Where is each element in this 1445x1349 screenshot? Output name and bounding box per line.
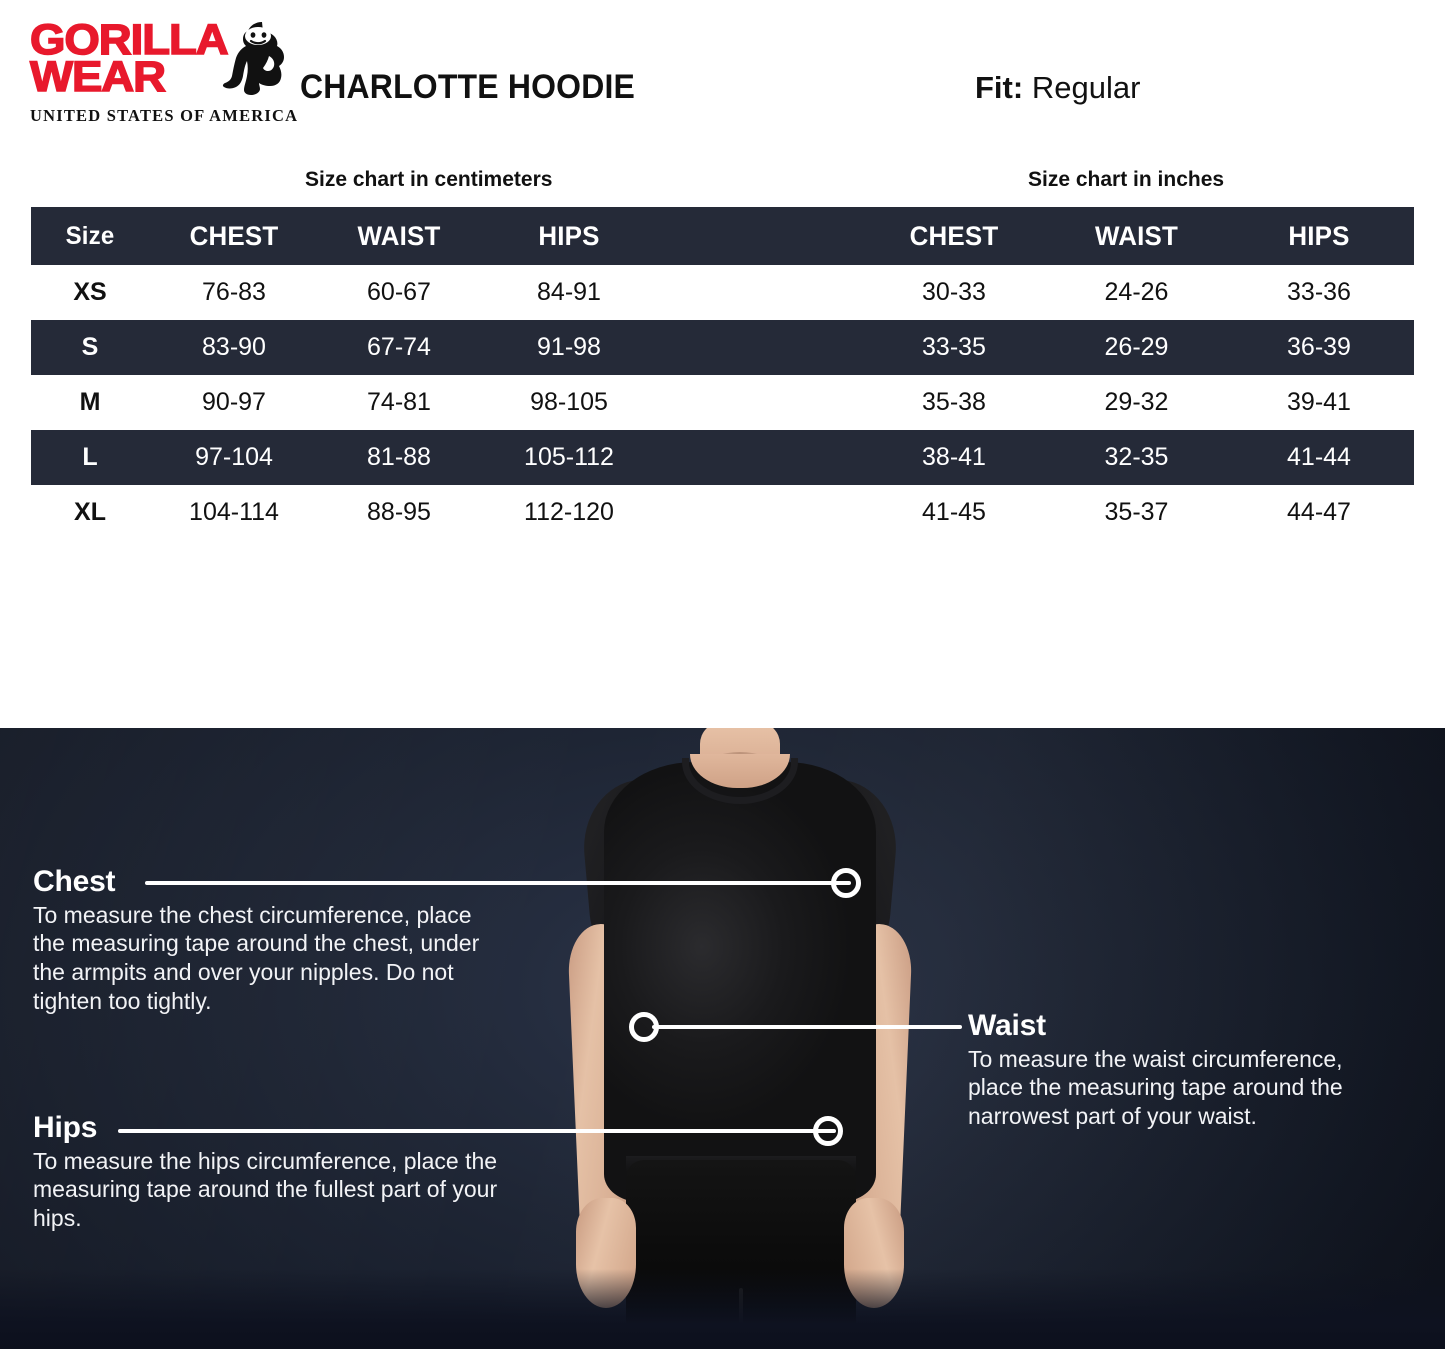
column-header-cm-hips: HIPS — [538, 220, 600, 251]
cell-in-waist: 35-37 — [1104, 498, 1169, 526]
chest-description: To measure the chest circumference, plac… — [33, 901, 480, 1015]
waist-description: To measure the waist circumference, plac… — [968, 1045, 1343, 1130]
size-table-body: XS 76-83 60-67 84-91 30-33 24-26 33-36 S… — [31, 265, 1414, 540]
size-table: Size CHEST WAIST HIPS CHEST WAIST HIPS X… — [31, 207, 1414, 540]
column-header-in-hips: HIPS — [1288, 220, 1350, 251]
column-header-in-waist: WAIST — [1094, 220, 1179, 251]
cell-spacer — [659, 485, 859, 540]
brand-tagline: UNITED STATES OF AMERICA — [30, 106, 299, 125]
cell-cm-waist: 74-81 — [367, 388, 431, 416]
cell-cm-waist: 81-88 — [367, 443, 431, 471]
panel-bottom-fade — [0, 1269, 1445, 1349]
brand-logo: GORILLA WEAR UNITED STATES OF AMERICA — [29, 18, 299, 126]
column-header-spacer — [663, 207, 855, 265]
cell-in-hips: 41-44 — [1287, 443, 1351, 471]
cell-in-chest: 41-45 — [922, 498, 986, 526]
hips-measurement-block: Hips To measure the hips circumference, … — [33, 1112, 503, 1233]
chest-measurement-block: Chest To measure the chest circumference… — [33, 866, 493, 1016]
waist-leader-line — [652, 1025, 962, 1029]
cell-cm-hips: 84-91 — [537, 278, 601, 306]
waist-title: Waist — [968, 1009, 1046, 1042]
cell-size: L — [82, 443, 98, 471]
chest-marker-dot — [831, 868, 861, 898]
cell-spacer — [659, 375, 859, 430]
chest-title: Chest — [33, 865, 116, 898]
table-row: XL 104-114 88-95 112-120 41-45 35-37 44-… — [31, 485, 1414, 540]
cell-cm-hips: 91-98 — [537, 333, 601, 361]
brand-wordmark: GORILLA WEAR — [29, 18, 229, 99]
waist-marker-dot — [629, 1012, 659, 1042]
cell-size: XS — [73, 278, 107, 306]
brand-name-line2: WEAR — [29, 52, 167, 101]
cell-spacer — [659, 320, 859, 375]
cell-cm-waist: 88-95 — [367, 498, 431, 526]
cell-cm-hips: 98-105 — [530, 388, 608, 416]
size-table-container: Size CHEST WAIST HIPS CHEST WAIST HIPS X… — [31, 207, 1414, 540]
page-title: CHARLOTTE HOODIE — [300, 68, 636, 106]
cell-in-waist: 24-26 — [1104, 278, 1169, 306]
cell-in-hips: 33-36 — [1287, 278, 1351, 306]
table-row: M 90-97 74-81 98-105 35-38 29-32 39-41 — [31, 375, 1414, 430]
cell-in-waist: 32-35 — [1104, 443, 1169, 471]
cell-in-hips: 36-39 — [1287, 333, 1351, 361]
cell-cm-chest: 83-90 — [202, 333, 266, 361]
cell-cm-chest: 90-97 — [202, 388, 266, 416]
fit-label: Fit: Regular — [975, 70, 1140, 106]
cell-size: S — [81, 333, 99, 361]
fit-label-text: Fit: — [975, 70, 1024, 105]
cell-in-chest: 33-35 — [922, 333, 986, 361]
chest-leader-line — [145, 881, 851, 885]
subtitle-inches: Size chart in inches — [1028, 168, 1225, 191]
table-row: L 97-104 81-88 105-112 38-41 32-35 41-44 — [31, 430, 1414, 485]
brand-name-line1: GORILLA — [29, 16, 229, 64]
hips-title: Hips — [33, 1111, 98, 1144]
column-header-size: Size — [65, 221, 115, 250]
cell-spacer — [659, 265, 859, 320]
cell-cm-waist: 67-74 — [367, 333, 431, 361]
fit-value: Regular — [1031, 70, 1141, 105]
column-header-cm-chest: CHEST — [189, 220, 279, 251]
hips-description: To measure the hips circumference, place… — [33, 1147, 498, 1232]
waist-measurement-block: Waist To measure the waist circumference… — [968, 1010, 1368, 1131]
cell-in-hips: 44-47 — [1287, 498, 1351, 526]
column-header-cm-waist: WAIST — [357, 220, 441, 251]
cell-cm-chest: 76-83 — [202, 278, 266, 306]
gorilla-logo-icon — [222, 20, 288, 98]
cell-cm-chest: 104-114 — [189, 498, 279, 526]
cell-cm-hips: 112-120 — [524, 498, 614, 526]
column-header-in-chest: CHEST — [909, 220, 999, 251]
model-photo — [530, 728, 950, 1349]
cell-cm-chest: 97-104 — [195, 443, 273, 471]
table-header-row: Size CHEST WAIST HIPS CHEST WAIST HIPS — [31, 207, 1414, 265]
hips-marker-dot — [813, 1116, 843, 1146]
size-table-head: Size CHEST WAIST HIPS CHEST WAIST HIPS — [31, 207, 1414, 265]
cell-in-waist: 29-32 — [1104, 388, 1169, 416]
cell-cm-waist: 60-67 — [367, 278, 431, 306]
cell-spacer — [659, 430, 859, 485]
cell-size: M — [79, 388, 101, 416]
header: GORILLA WEAR UNITED STATES OF AMERICA CH — [0, 0, 1445, 200]
hips-leader-line — [118, 1129, 836, 1133]
table-row: XS 76-83 60-67 84-91 30-33 24-26 33-36 — [31, 265, 1414, 320]
cell-in-chest: 30-33 — [922, 278, 986, 306]
cell-in-hips: 39-41 — [1287, 388, 1351, 416]
cell-in-waist: 26-29 — [1104, 333, 1169, 361]
cell-in-chest: 35-38 — [922, 388, 986, 416]
cell-cm-hips: 105-112 — [524, 443, 614, 471]
cell-size: XL — [74, 498, 106, 526]
table-row: S 83-90 67-74 91-98 33-35 26-29 36-39 — [31, 320, 1414, 375]
subtitle-centimeters: Size chart in centimeters — [305, 168, 553, 191]
cell-in-chest: 38-41 — [922, 443, 986, 471]
